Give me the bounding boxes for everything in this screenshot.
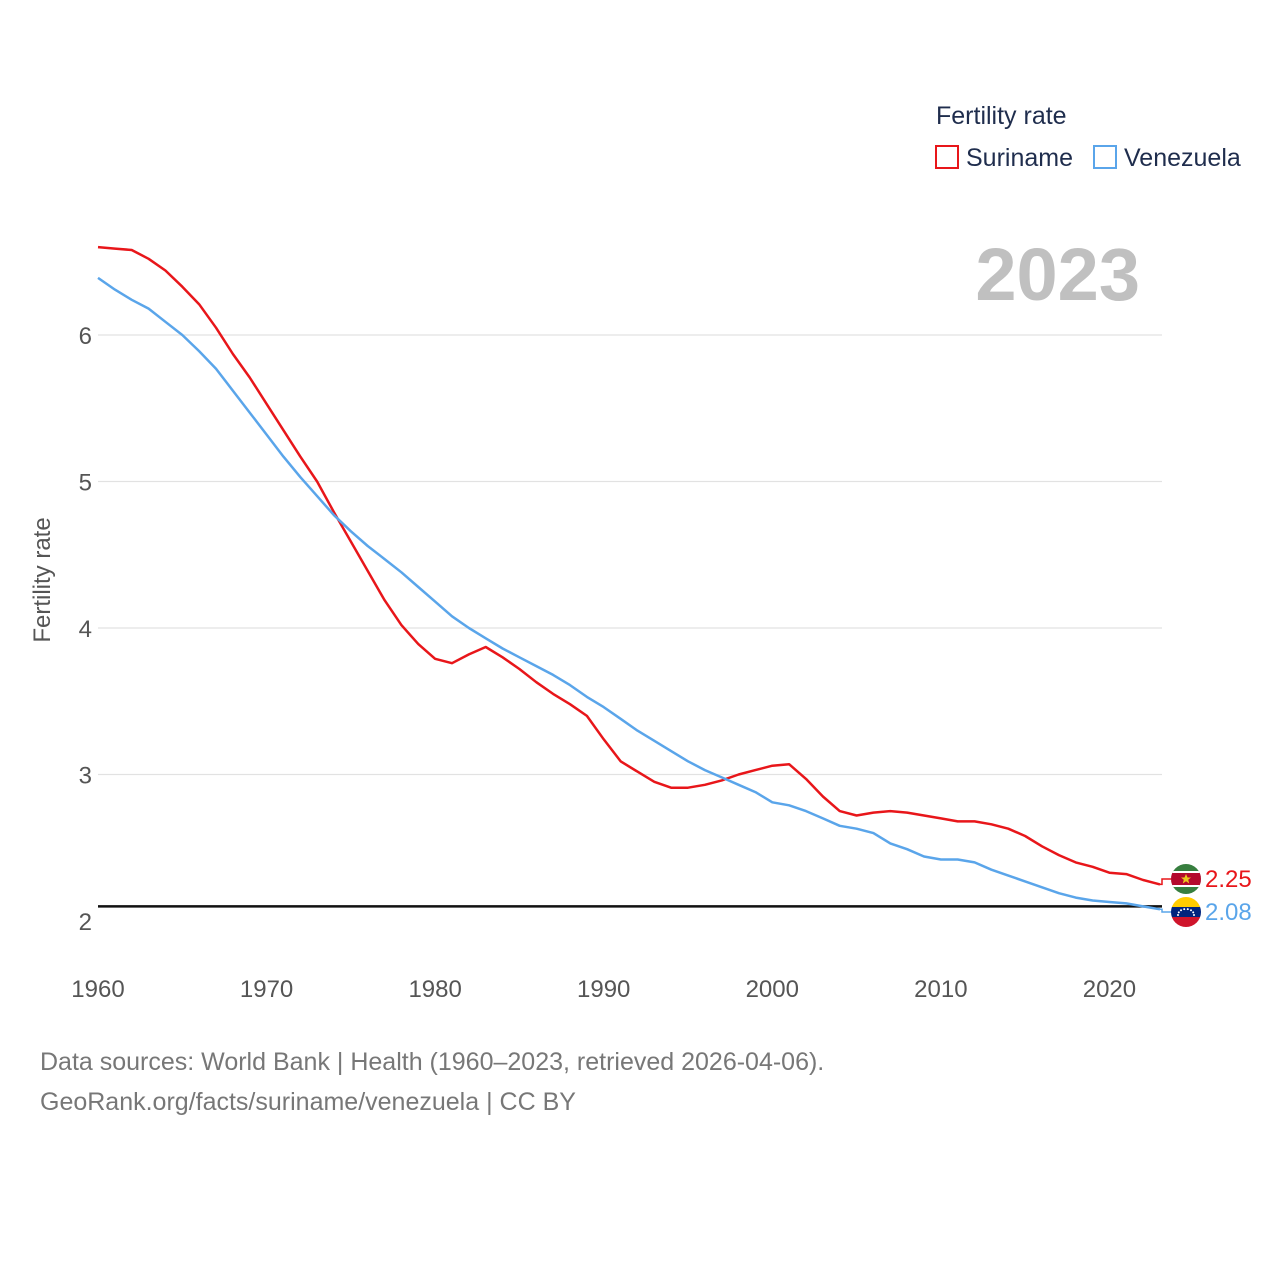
x-tick-label: 1970 xyxy=(240,976,293,1003)
y-axis-ticks: 2 3 4 5 6 xyxy=(79,323,92,936)
legend-label-suriname: Suriname xyxy=(966,144,1073,172)
legend-title: Fertility rate xyxy=(936,102,1067,130)
legend: Fertility rate Suriname Venezuela xyxy=(935,102,1241,172)
end-label-suriname: 2.25 xyxy=(1205,866,1252,893)
x-tick-label: 1990 xyxy=(577,976,630,1003)
footer-sources: Data sources: World Bank | Health (1960–… xyxy=(40,1048,825,1076)
year-label: 2023 xyxy=(975,233,1140,316)
footer-link[interactable]: GeoRank.org/facts/suriname/venezuela | C… xyxy=(40,1088,576,1116)
legend-swatch-venezuela xyxy=(1093,145,1117,169)
series-lines xyxy=(97,245,1161,911)
x-tick-label: 2020 xyxy=(1083,976,1136,1003)
x-axis-ticks: 1960 1970 1980 1990 2000 2010 2020 xyxy=(71,976,1136,1003)
legend-label-venezuela: Venezuela xyxy=(1124,144,1241,172)
y-tick-label: 5 xyxy=(79,470,92,497)
y-axis-title: Fertility rate xyxy=(29,517,56,642)
y-tick-label: 3 xyxy=(79,763,92,790)
y-tick-label: 2 xyxy=(79,909,92,936)
x-tick-label: 1960 xyxy=(71,976,124,1003)
venezuela-flag-icon xyxy=(1171,897,1201,927)
fertility-chart: 2 3 4 5 6 1960 1970 1980 1990 2000 2010 2020 Ferti… xyxy=(29,102,1252,1003)
x-tick-label: 2010 xyxy=(914,976,967,1003)
y-tick-label: 4 xyxy=(79,616,92,643)
series-line-suriname xyxy=(97,245,1161,886)
series-line-venezuela xyxy=(97,276,1161,911)
x-tick-label: 1980 xyxy=(408,976,461,1003)
legend-swatch-suriname xyxy=(935,145,959,169)
gridlines xyxy=(98,334,1162,776)
end-label-venezuela: 2.08 xyxy=(1205,899,1252,926)
leader-line-suriname xyxy=(1160,878,1174,886)
leader-line-venezuela xyxy=(1160,908,1174,913)
end-labels: 2.25 2.08 xyxy=(1160,864,1252,927)
suriname-flag-icon xyxy=(1171,864,1201,894)
y-tick-label: 6 xyxy=(79,323,92,350)
x-tick-label: 2000 xyxy=(746,976,799,1003)
footer: Data sources: World Bank | Health (1960–… xyxy=(40,1042,824,1122)
